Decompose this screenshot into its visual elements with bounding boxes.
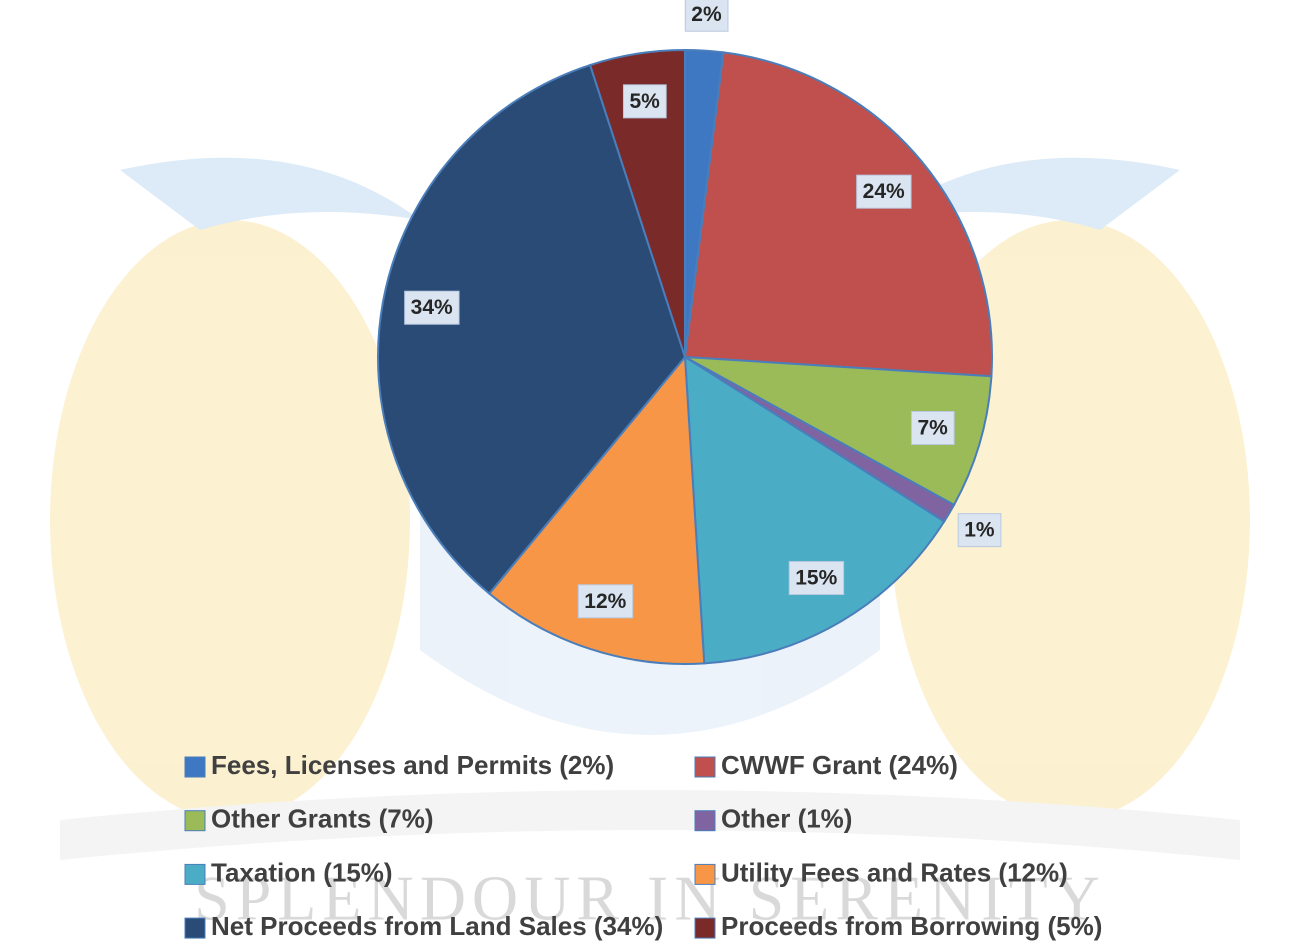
data-label-box xyxy=(910,410,955,445)
legend-label: CWWF Grant (24%) xyxy=(721,750,958,780)
data-label-box xyxy=(856,174,912,209)
data-label: 24% xyxy=(863,180,905,203)
pie-slice xyxy=(683,355,946,665)
pie-slice xyxy=(588,48,686,358)
legend-label: Utility Fees and Rates (12%) xyxy=(721,857,1068,887)
legend-swatch xyxy=(694,756,716,778)
watermark-text: SPLENDOUR IN SERENITY xyxy=(194,863,1106,934)
legend-label: Proceeds from Borrowing (5%) xyxy=(721,911,1102,941)
data-label: 5% xyxy=(629,90,660,113)
data-label: 1% xyxy=(964,519,995,542)
pie-slice xyxy=(684,356,993,507)
pie-slice xyxy=(487,354,706,665)
data-label: 12% xyxy=(584,590,626,613)
legend-label: Fees, Licenses and Permits (2%) xyxy=(211,750,614,780)
legend-label: Other Grants (7%) xyxy=(211,804,434,834)
data-label: 34% xyxy=(411,296,453,319)
data-label-box xyxy=(684,0,729,32)
pie-slice xyxy=(683,51,993,378)
legend-swatch xyxy=(694,917,716,939)
data-label-box xyxy=(788,561,845,596)
legend-label: Net Proceeds from Land Sales (34%) xyxy=(211,911,663,941)
data-labels: 2% 24% 7% 1% 15% 12% 34% 5% xyxy=(404,0,1002,619)
legend-label: Taxation (15%) xyxy=(211,857,393,887)
legend-label: Other (1%) xyxy=(721,804,852,834)
data-label-box xyxy=(957,513,1002,548)
data-label-box xyxy=(404,290,460,325)
legend-swatch xyxy=(184,863,206,885)
data-label-box xyxy=(622,84,667,119)
legend-swatch xyxy=(184,917,206,939)
data-label-box xyxy=(577,584,634,619)
legend: Fees, Licenses and Permits (2%) CWWF Gran… xyxy=(184,750,1102,941)
data-label: 2% xyxy=(691,3,722,26)
pie-slice xyxy=(377,63,687,595)
data-label: 15% xyxy=(795,567,837,590)
legend-swatch xyxy=(184,810,206,832)
pie xyxy=(377,48,993,665)
legend-swatch xyxy=(694,863,716,885)
legend-swatch xyxy=(184,756,206,778)
legend-swatch xyxy=(694,810,716,832)
data-label: 7% xyxy=(917,416,948,439)
